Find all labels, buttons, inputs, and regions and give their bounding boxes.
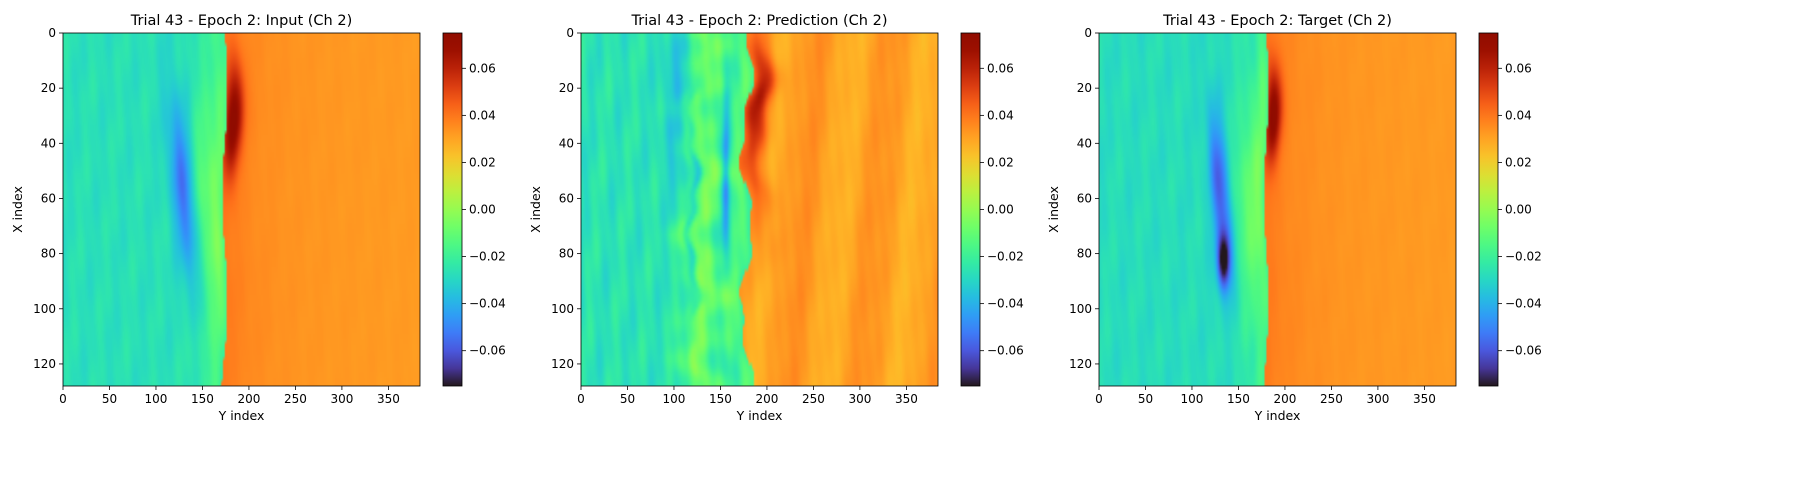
x-tick-label: 250	[284, 392, 307, 406]
x-axis-label: Y index	[218, 408, 265, 423]
colorbar-tick-label: −0.04	[469, 297, 506, 311]
x-tick-label: 0	[1095, 392, 1103, 406]
x-tick-label: 250	[802, 392, 825, 406]
colorbar-tick-label: −0.02	[1505, 250, 1542, 264]
y-tick-label: 20	[1077, 81, 1092, 95]
x-tick-label: 300	[1366, 392, 1389, 406]
colorbar-tick-label: −0.06	[987, 344, 1024, 358]
y-tick-label: 40	[1077, 136, 1092, 150]
x-tick-label: 100	[663, 392, 686, 406]
y-tick-label: 120	[33, 357, 56, 371]
colorbar-tick-label: −0.04	[1505, 297, 1542, 311]
x-tick-label: 0	[577, 392, 585, 406]
heatmap-image-input	[63, 33, 420, 386]
y-axis-label: X index	[528, 186, 543, 233]
colorbar-tick-label: 0.02	[987, 155, 1014, 169]
y-tick-label: 0	[1084, 26, 1092, 40]
colorbar-tick-label: 0.02	[1505, 155, 1532, 169]
x-tick-label: 350	[377, 392, 400, 406]
y-tick-label: 0	[566, 26, 574, 40]
y-tick-label: 120	[1069, 357, 1092, 371]
x-axis-label: Y index	[1254, 408, 1301, 423]
colorbar-tick-label: −0.04	[987, 297, 1024, 311]
x-axis-label: Y index	[736, 408, 783, 423]
y-tick-label: 80	[41, 247, 56, 261]
chart-title: Trial 43 - Epoch 2: Input (Ch 2)	[130, 13, 353, 29]
heatmap-image-target	[1099, 33, 1456, 386]
y-tick-label: 20	[41, 81, 56, 95]
x-tick-label: 50	[620, 392, 635, 406]
y-tick-label: 80	[559, 247, 574, 261]
x-tick-label: 100	[1181, 392, 1204, 406]
colorbar-tick-label: 0.00	[469, 203, 496, 217]
colorbar-tick-label: −0.02	[469, 250, 506, 264]
x-tick-label: 0	[59, 392, 67, 406]
x-tick-label: 350	[1413, 392, 1436, 406]
y-axis-label: X index	[10, 186, 25, 233]
panel-target: Trial 43 - Epoch 2: Target (Ch 2) 0 50 100 1…	[1046, 13, 1542, 423]
y-tick-label: 40	[41, 136, 56, 150]
heatmap-image-prediction	[581, 33, 938, 386]
y-axis-label: X index	[1046, 186, 1061, 233]
colorbar-tick-label: 0.04	[1505, 108, 1532, 122]
y-tick-label: 60	[41, 191, 56, 205]
chart-title: Trial 43 - Epoch 2: Prediction (Ch 2)	[631, 13, 888, 29]
plot-frame	[1098, 32, 1457, 387]
colorbar-tick-label: 0.04	[987, 108, 1014, 122]
y-tick-label: 100	[33, 302, 56, 316]
y-tick-label: 120	[551, 357, 574, 371]
x-tick-label: 300	[848, 392, 871, 406]
colorbar-tick-label: −0.06	[1505, 344, 1542, 358]
colorbar-tick-label: 0.06	[1505, 61, 1532, 75]
colorbar-tick-label: −0.02	[987, 250, 1024, 264]
colorbar-tick-label: 0.00	[987, 203, 1014, 217]
plot-frame	[62, 32, 421, 387]
y-tick-label: 100	[551, 302, 574, 316]
colorbar-tick-label: 0.02	[469, 155, 496, 169]
y-tick-label: 40	[559, 136, 574, 150]
y-tick-label: 60	[1077, 191, 1092, 205]
x-tick-label: 200	[755, 392, 778, 406]
x-tick-label: 150	[191, 392, 214, 406]
colorbar	[442, 32, 463, 387]
x-tick-label: 50	[1138, 392, 1153, 406]
y-tick-label: 100	[1069, 302, 1092, 316]
x-tick-label: 350	[895, 392, 918, 406]
plot-frame	[580, 32, 939, 387]
colorbar	[960, 32, 981, 387]
x-tick-label: 200	[237, 392, 260, 406]
x-tick-label: 200	[1273, 392, 1296, 406]
colorbar-tick-label: −0.06	[469, 344, 506, 358]
panel-prediction: Trial 43 - Epoch 2: Prediction (Ch 2) 0 50…	[528, 13, 1024, 423]
y-tick-label: 0	[48, 26, 56, 40]
y-tick-label: 60	[559, 191, 574, 205]
colorbar-tick-label: 0.06	[469, 61, 496, 75]
x-tick-label: 100	[145, 392, 168, 406]
chart-title: Trial 43 - Epoch 2: Target (Ch 2)	[1162, 13, 1392, 29]
panel-input: Trial 43 - Epoch 2: Input (Ch 2) 0 50 100 15…	[10, 13, 506, 423]
x-tick-label: 250	[1320, 392, 1343, 406]
x-tick-label: 300	[330, 392, 353, 406]
colorbar-tick-label: 0.06	[987, 61, 1014, 75]
colorbar	[1478, 32, 1499, 387]
colorbar-tick-label: 0.04	[469, 108, 496, 122]
colorbar-tick-label: 0.00	[1505, 203, 1532, 217]
y-tick-label: 20	[559, 81, 574, 95]
x-tick-label: 50	[102, 392, 117, 406]
x-tick-label: 150	[709, 392, 732, 406]
x-tick-label: 150	[1227, 392, 1250, 406]
y-tick-label: 80	[1077, 247, 1092, 261]
